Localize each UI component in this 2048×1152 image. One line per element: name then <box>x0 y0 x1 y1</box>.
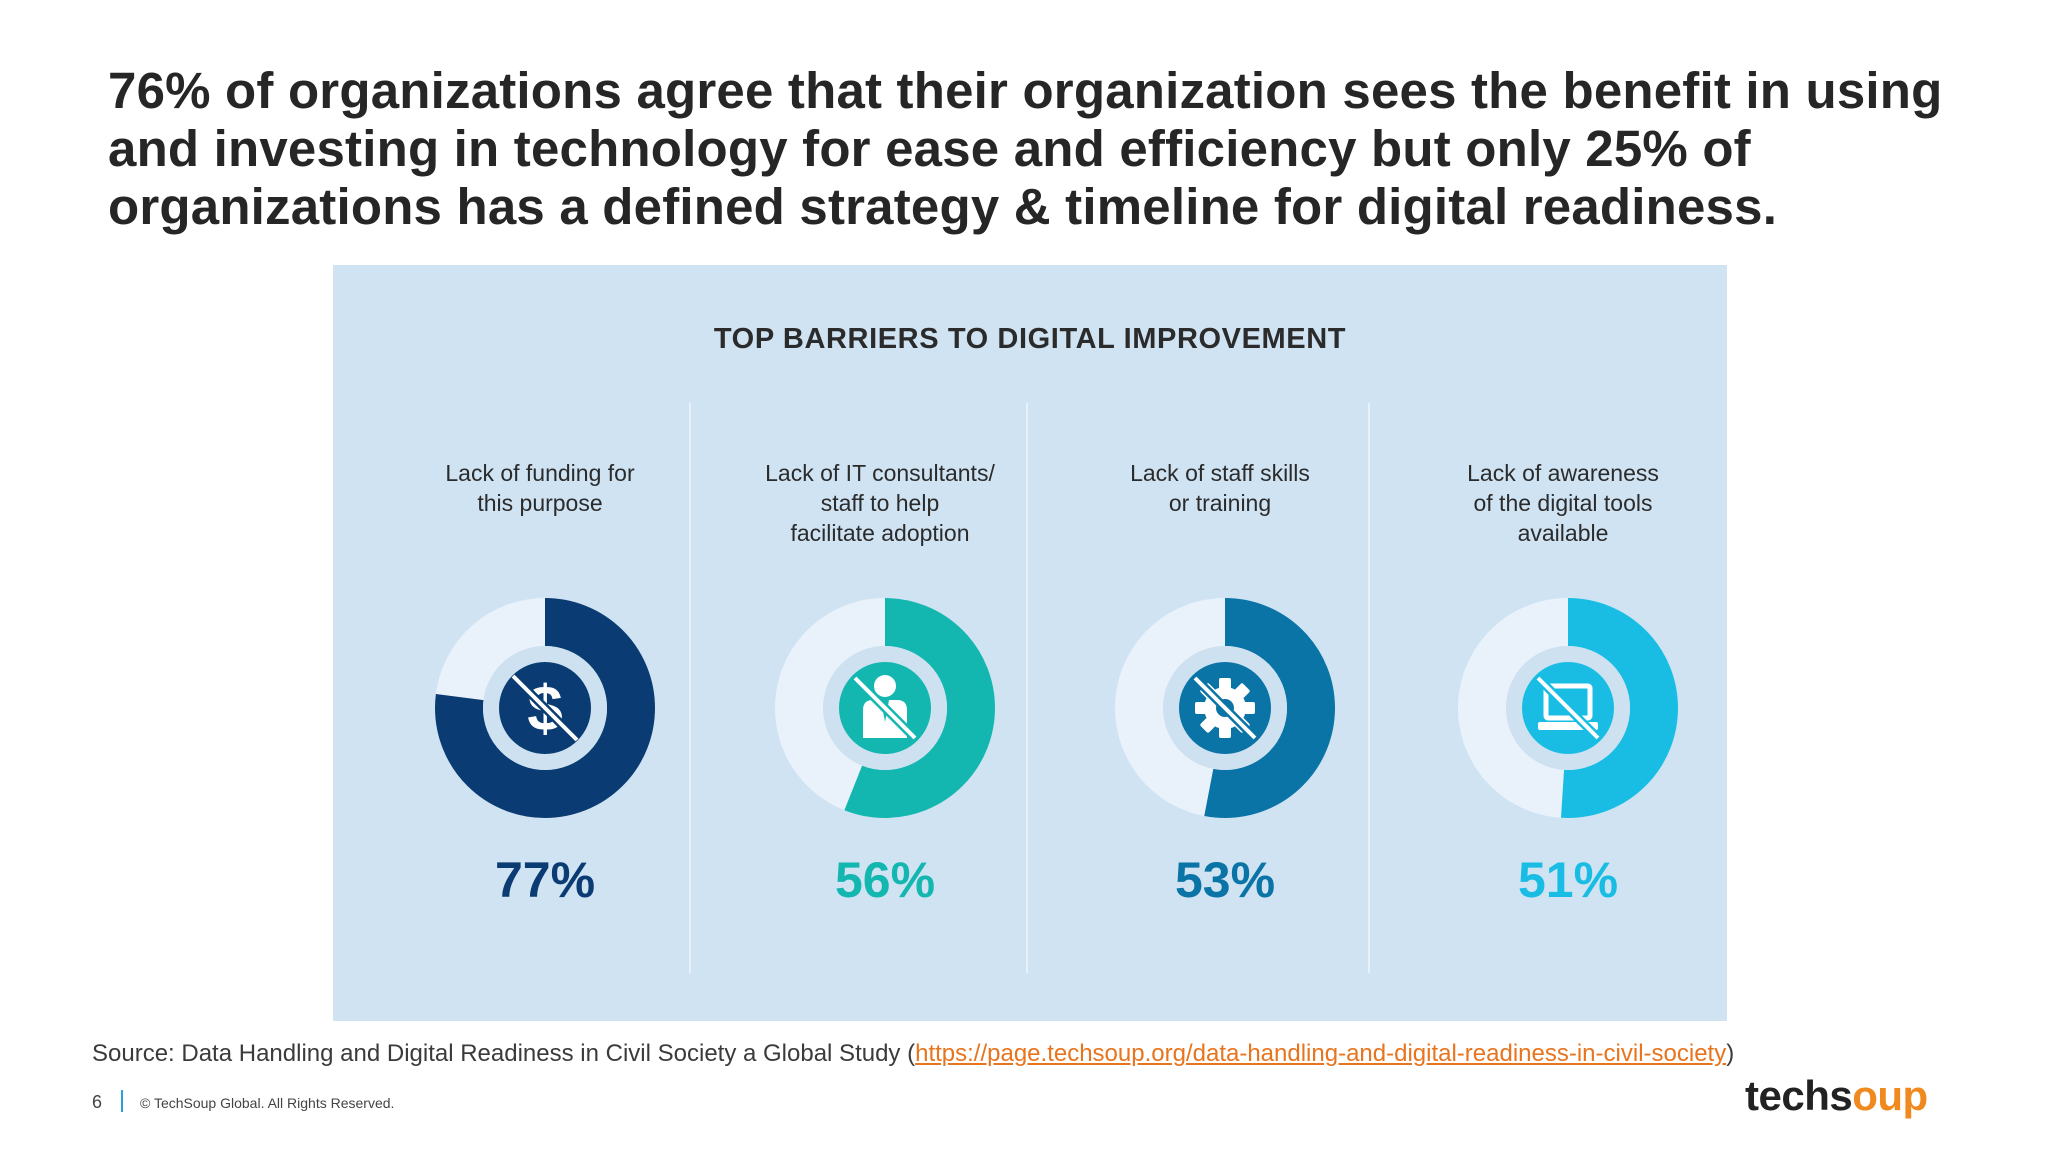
no-dollar-icon: $ <box>509 672 581 744</box>
donut-arc <box>1115 598 1335 818</box>
page-number: 6 <box>92 1092 103 1112</box>
no-gear-icon <box>1191 674 1259 742</box>
slide-title: 76% of organizations agree that their or… <box>108 62 1943 235</box>
barrier-percent: 51% <box>1517 852 1619 908</box>
barrier-label: Lack of awareness of the digital tools a… <box>1467 460 1659 546</box>
source-suffix: ) <box>1726 1040 1735 1067</box>
column-divider <box>1026 403 1028 973</box>
donut-arc <box>435 598 655 818</box>
footer-divider <box>121 1090 123 1112</box>
donut-chart-staff-skills <box>1115 598 1335 818</box>
source-citation: Source: Data Handling and Digital Readin… <box>92 1040 1734 1068</box>
barrier-percent: 53% <box>1174 852 1276 908</box>
donut-chart-awareness <box>1458 598 1678 818</box>
no-person-icon <box>851 674 919 742</box>
donut-chart-it-consultants <box>775 598 995 818</box>
chart-title: TOP BARRIERS TO DIGITAL IMPROVEMENT <box>713 323 1347 355</box>
barrier-percent: 56% <box>834 852 936 908</box>
barrier-percent: 77% <box>494 852 596 908</box>
techsoup-logo: techsoup <box>1745 1072 1928 1120</box>
no-computer-icon <box>1534 674 1602 742</box>
donut-arc <box>1458 598 1678 818</box>
barriers-infographic: TOP BARRIERS TO DIGITAL IMPROVEMENT Lack… <box>333 265 1727 1021</box>
barrier-label: Lack of staff skills or training <box>1130 460 1310 516</box>
logo-text-part2: oup <box>1852 1072 1928 1119</box>
source-prefix: Source: Data Handling and Digital Readin… <box>92 1040 916 1067</box>
copyright-text: © TechSoup Global. All Rights Reserved. <box>140 1095 395 1111</box>
barrier-label: Lack of IT consultants/ staff to help fa… <box>765 460 995 546</box>
donut-chart-funding: $ <box>435 598 655 818</box>
source-link[interactable]: https://page.techsoup.org/data-handling-… <box>915 1040 1727 1067</box>
logo-text-part1: techs <box>1745 1072 1853 1119</box>
donut-arc <box>775 598 995 818</box>
column-divider <box>689 403 691 973</box>
barrier-label: Lack of funding for this purpose <box>445 460 635 516</box>
column-divider <box>1368 403 1370 973</box>
